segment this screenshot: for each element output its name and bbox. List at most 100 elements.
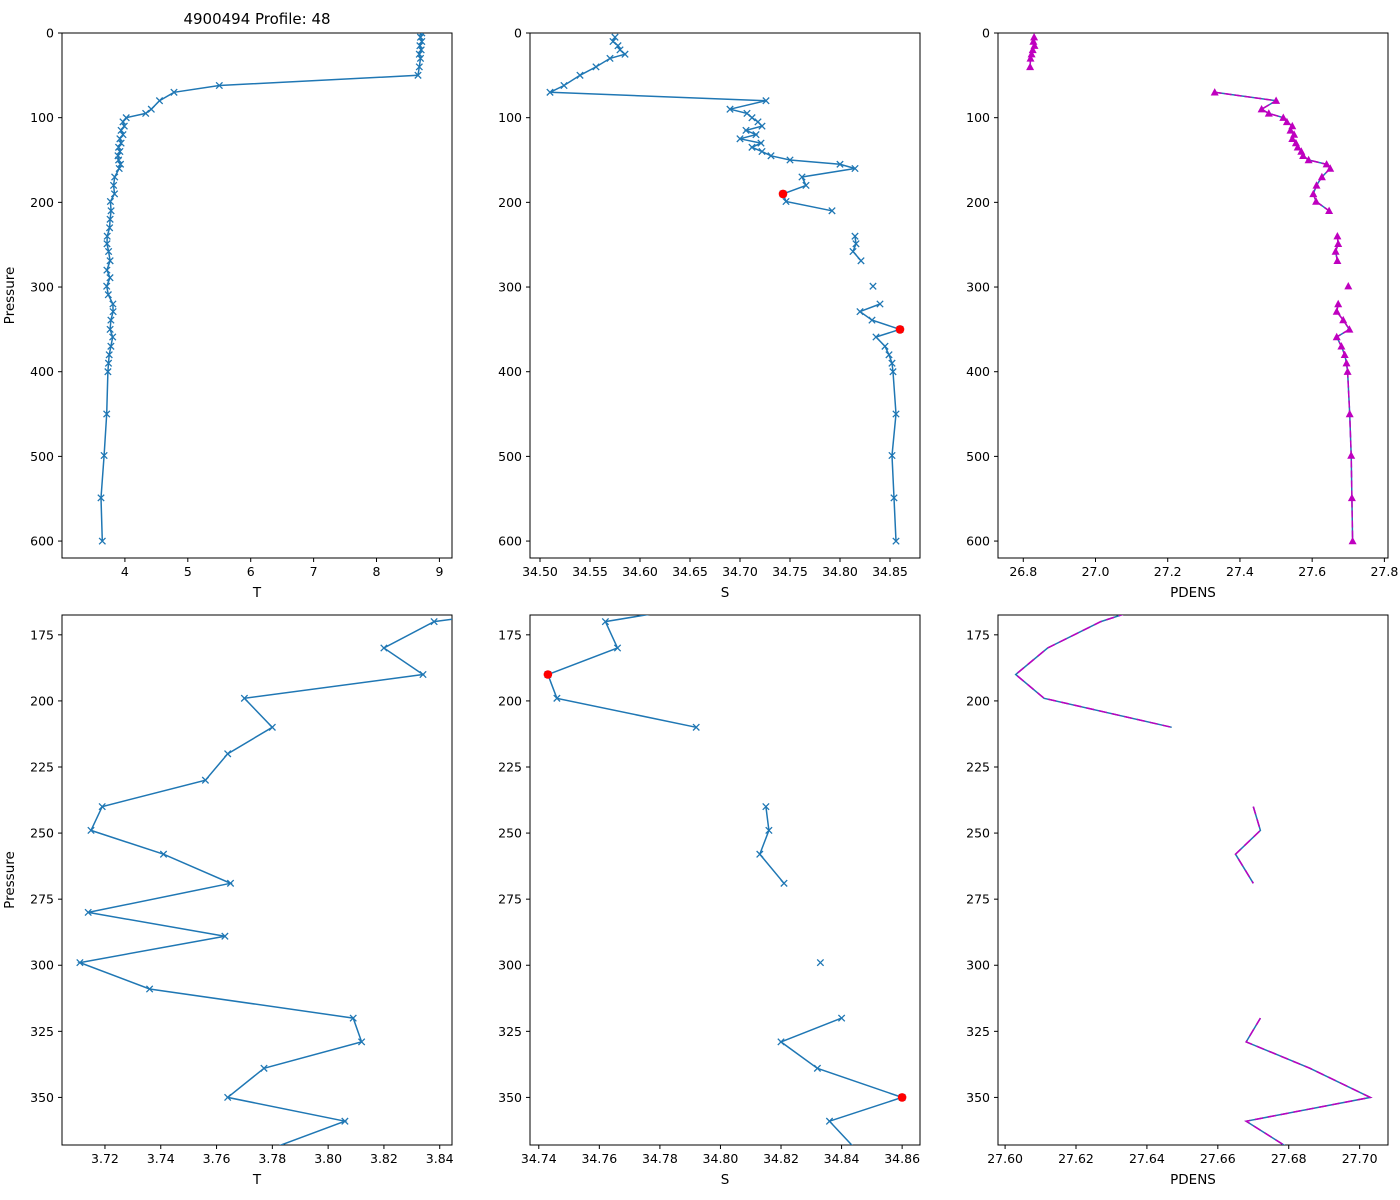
series-PDENS-line	[1214, 91, 1332, 212]
svg-text:200: 200	[966, 195, 990, 210]
y-axis-ticks: 0 100 200 300 400 500 600	[966, 26, 998, 549]
x-marker	[415, 63, 423, 71]
triangle-marker	[1317, 172, 1326, 181]
x-marker	[117, 126, 125, 135]
x-marker	[742, 126, 750, 135]
x-marker	[105, 224, 114, 232]
y-axis-ticks: 0 100 200 300 400 500 600	[498, 26, 530, 549]
subplot-canvas-pdens-full: 26.8 27.0 27.2 27.4 27.6 27.8 0 100 200 300 400 500…	[966, 26, 1398, 602]
x-marker	[221, 932, 229, 940]
x-marker	[107, 316, 115, 324]
svg-text:34.86: 34.86	[884, 1151, 920, 1166]
svg-text:34.50: 34.50	[522, 564, 558, 579]
subplot-canvas-salinity-zoom: 34.74 34.76 34.78 34.80 34.82 34.84 34.86 175 20…	[498, 614, 921, 1188]
triangle-marker	[1293, 143, 1302, 151]
svg-text:325: 325	[30, 1024, 54, 1039]
series-S-line	[852, 236, 862, 262]
triangle-marker	[1333, 232, 1342, 240]
triangle-marker	[1257, 105, 1266, 113]
x-marker	[119, 118, 127, 126]
x-marker	[553, 694, 561, 702]
series-T-line	[100, 33, 423, 542]
x-marker	[114, 143, 123, 151]
x-marker	[260, 1064, 268, 1072]
svg-text:275: 275	[30, 892, 54, 907]
x-marker	[103, 410, 111, 418]
svg-text:34.65: 34.65	[672, 564, 708, 579]
x-marker	[357, 1038, 366, 1046]
x-marker	[885, 351, 893, 359]
x-marker	[186, 1174, 192, 1180]
triangle-marker	[1337, 342, 1346, 350]
svg-text:600: 600	[30, 534, 54, 549]
svg-text:3.84: 3.84	[426, 1151, 454, 1166]
svg-text:275: 275	[498, 892, 522, 907]
svg-text:225: 225	[498, 759, 522, 774]
svg-text:27.66: 27.66	[1200, 1151, 1236, 1166]
x-axis-ticks: 4 5 6 7 8 9	[121, 558, 443, 579]
axes-frame	[997, 614, 1389, 1146]
svg-text:27.6: 27.6	[1298, 564, 1326, 579]
x-axis-ticks: 27.60 27.62 27.64 27.66 27.68 27.70	[987, 1145, 1378, 1166]
triangle-marker	[1030, 33, 1039, 41]
axes-frame	[529, 32, 921, 559]
x-marker	[155, 97, 164, 105]
x-marker	[601, 617, 610, 626]
svg-text:200: 200	[966, 693, 990, 708]
y-axis-label: Pressure	[2, 267, 18, 325]
svg-text:34.75: 34.75	[772, 564, 808, 579]
x-marker	[888, 359, 896, 367]
svg-text:34.55: 34.55	[572, 564, 608, 579]
flagged-point-marker	[778, 189, 788, 199]
triangle-marker	[1332, 332, 1341, 341]
svg-text:200: 200	[30, 195, 54, 210]
x-marker	[592, 63, 600, 71]
axes-frame	[61, 32, 453, 559]
x-marker	[103, 232, 111, 240]
x-marker	[116, 135, 124, 143]
triangle-marker	[1029, 37, 1038, 45]
x-marker	[104, 247, 113, 256]
triangle-marker	[1282, 117, 1291, 126]
y-axis-label: Pressure	[2, 851, 18, 909]
x-marker	[109, 333, 117, 341]
triangle-marker	[1340, 350, 1349, 358]
svg-text:5: 5	[184, 564, 192, 579]
x-marker	[416, 33, 425, 41]
svg-text:100: 100	[30, 110, 54, 125]
y-axis-ticks: 0 100 200 300 400 500 600	[30, 26, 62, 549]
x-marker	[560, 81, 568, 90]
subplot-salinity-full: 34.50 34.55 34.60 34.65 34.70 34.75 34.80 34.85…	[468, 0, 934, 601]
series-PDENS-line	[1234, 806, 1262, 884]
x-marker	[606, 54, 614, 63]
x-marker	[692, 723, 700, 731]
svg-text:300: 300	[966, 280, 990, 295]
y-axis-ticks: 175 200 225 250 275 300 325 350	[966, 627, 998, 1105]
svg-text:200: 200	[498, 693, 522, 708]
series-S-line	[858, 303, 903, 542]
svg-text:350: 350	[498, 1090, 522, 1105]
x-marker	[430, 617, 438, 626]
x-marker	[142, 109, 150, 118]
x-marker	[613, 644, 622, 652]
x-marker	[736, 135, 744, 143]
svg-text:500: 500	[498, 449, 522, 464]
x-axis-label: T	[252, 1172, 262, 1188]
x-marker	[147, 105, 155, 113]
x-marker	[758, 147, 766, 156]
x-marker	[109, 300, 117, 308]
figure-title: 4900494 Profile: 48	[183, 10, 331, 28]
svg-text:7: 7	[310, 564, 318, 579]
triangle-marker	[1312, 197, 1321, 205]
x-marker	[888, 451, 896, 460]
x-marker	[104, 359, 113, 367]
x-axis-label: PDENS	[1170, 1172, 1216, 1188]
triangle-marker	[1347, 493, 1356, 502]
flagged-point-marker	[543, 670, 553, 679]
svg-text:3.74: 3.74	[147, 1151, 175, 1166]
svg-text:275: 275	[966, 892, 990, 907]
x-marker	[851, 232, 859, 240]
x-marker	[889, 368, 897, 376]
svg-text:225: 225	[30, 759, 54, 774]
